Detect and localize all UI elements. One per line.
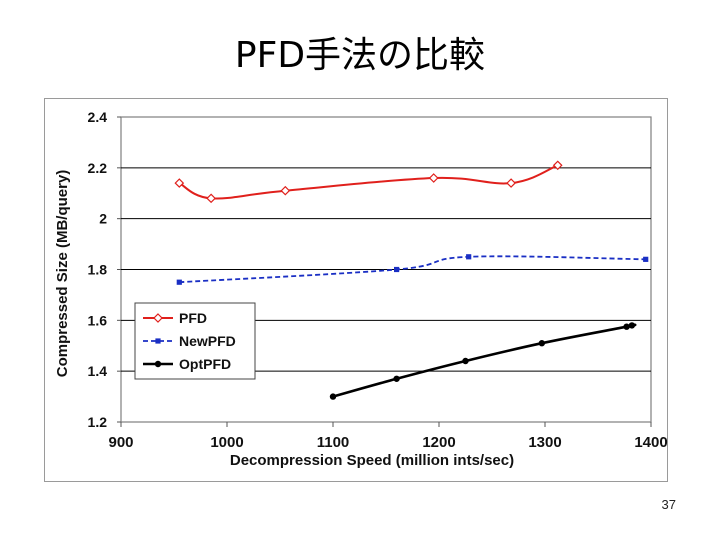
data-point-pfd bbox=[552, 160, 563, 171]
y-tick-label: 1.2 bbox=[88, 414, 108, 430]
y-tick-label: 2 bbox=[99, 211, 107, 227]
x-tick-label: 1300 bbox=[528, 434, 561, 451]
data-point-optpfd bbox=[623, 323, 630, 330]
x-axis-label: Decompression Speed (million ints/sec) bbox=[230, 452, 514, 469]
legend-label-pfd: PFD bbox=[179, 310, 207, 326]
y-tick-label: 2.4 bbox=[88, 109, 108, 125]
data-point-pfd bbox=[206, 193, 216, 204]
data-point-pfd bbox=[428, 173, 439, 183]
data-point-newpfd bbox=[394, 266, 400, 273]
data-point-optpfd bbox=[329, 393, 337, 400]
data-point-optpfd bbox=[628, 322, 636, 329]
data-point-newpfd bbox=[466, 254, 472, 260]
data-point-optpfd bbox=[538, 340, 546, 347]
data-point-optpfd bbox=[462, 357, 469, 365]
data-point-pfd bbox=[506, 178, 516, 188]
data-point-optpfd bbox=[393, 375, 400, 382]
x-tick-label: 1100 bbox=[317, 434, 350, 451]
x-tick-label: 1400 bbox=[634, 434, 667, 451]
y-axis-label: Compressed Size (MB/query) bbox=[54, 170, 71, 378]
series-line-newpfd bbox=[179, 255, 646, 284]
legend-marker-pfd bbox=[153, 313, 163, 323]
line-chart: 1.2 1.4 1.6 1.8 2 2.2 2.4 900 1000 1100 1200 1300 14… bbox=[54, 109, 668, 469]
data-point-pfd bbox=[174, 178, 185, 188]
y-tick-label: 1.8 bbox=[88, 262, 108, 278]
x-tick-label: 1200 bbox=[422, 434, 455, 451]
data-point-pfd bbox=[280, 185, 291, 196]
legend-label-newpfd: NewPFD bbox=[179, 333, 236, 349]
slide-title: PFD手法の比較 bbox=[234, 35, 486, 76]
legend-marker-optpfd bbox=[154, 360, 162, 368]
legend-marker-newpfd bbox=[155, 338, 161, 344]
x-tick-label: 1000 bbox=[210, 434, 243, 451]
page-number: 37 bbox=[661, 497, 676, 512]
y-tick-label: 2.2 bbox=[88, 160, 108, 176]
chart-frame: 1.2 1.4 1.6 1.8 2 2.2 2.4 900 1000 1100 1200 1300 14… bbox=[44, 98, 668, 482]
y-tick-label: 1.4 bbox=[88, 363, 108, 379]
legend-label-optpfd: OptPFD bbox=[179, 356, 231, 372]
y-tick-label: 1.6 bbox=[88, 312, 108, 328]
data-point-newpfd bbox=[643, 256, 649, 262]
data-point-newpfd bbox=[176, 279, 182, 285]
x-tick-label: 900 bbox=[108, 434, 133, 451]
